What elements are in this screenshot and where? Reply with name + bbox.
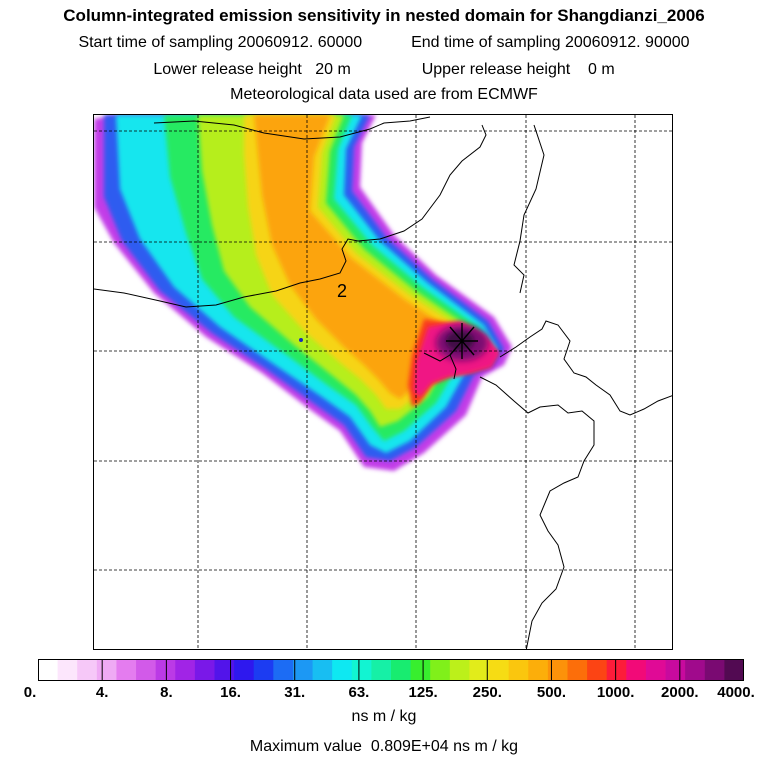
colorbar-cell: [567, 659, 588, 681]
max-value-label: Maximum value: [249, 738, 362, 755]
colorbar-cell: [175, 659, 196, 681]
plume-band-orange: [254, 115, 464, 399]
colorbar-tick-label: 16.: [220, 684, 241, 701]
colorbar-cell: [645, 659, 667, 681]
maximum-value-line: Maximum value 0.809E+04 ns m / kg: [0, 738, 768, 756]
end-time-value: 20060912. 90000: [564, 34, 690, 51]
colorbar-cell: [136, 659, 157, 681]
lower-release-value: 20 m: [315, 61, 351, 78]
start-time-value: 20060912. 60000: [237, 34, 363, 51]
colorbar-tick-labels: 0. 4. 8. 16. 31. 63. 125. 250. 500. 1000. 2000. 400…: [0, 684, 768, 704]
max-value: 0.809E+04: [370, 738, 449, 755]
lower-release-label: Lower release height: [153, 61, 302, 78]
colorbar-cell: [312, 659, 333, 681]
colorbar-cell: [253, 659, 274, 681]
colorbar-units: ns m / kg: [351, 708, 417, 725]
colorbar-cell: [606, 659, 627, 681]
colorbar-cell: [704, 659, 725, 681]
colorbar-cell: [449, 659, 471, 681]
colorbar-cell: [685, 659, 706, 681]
colorbar-cell: [332, 659, 353, 681]
upper-release-value: 0 m: [588, 61, 615, 78]
contour-label: 2: [337, 281, 347, 301]
colorbar-cell: [410, 659, 431, 681]
upper-release-label: Upper release height: [421, 61, 571, 78]
colorbar-cell: [38, 659, 59, 681]
max-value-units: ns m / kg: [453, 738, 519, 755]
plume-speck: [299, 338, 303, 342]
colorbar-cell: [214, 659, 235, 681]
receptor-cross-icon: [446, 323, 478, 359]
colorbar-tick-label: 500.: [536, 684, 567, 701]
colorbar-tick-label: 2000.: [661, 684, 699, 701]
colorbar-cell: [371, 659, 392, 681]
sensitivity-plume: [94, 115, 512, 471]
colorbar-tick-label: 0.: [23, 684, 37, 701]
colorbar-cell: [508, 659, 529, 681]
colorbar-cell: [469, 659, 490, 681]
sensitivity-map: 2: [93, 114, 673, 650]
colorbar-tick-marks: [101, 659, 681, 681]
colorbar-tick-label: 31.: [284, 684, 306, 701]
colorbar-cell: [77, 659, 98, 681]
start-time-label: Start time of sampling: [78, 34, 234, 51]
meteo-source: Meteorological data used are from ECMWF: [230, 86, 538, 103]
colorbar: [38, 659, 744, 681]
colorbar-cell: [547, 659, 569, 681]
colorbar-tick-label: 250.: [472, 684, 502, 701]
colorbar-cells: [38, 659, 744, 681]
colorbar-cell: [351, 659, 372, 681]
colorbar-tick-label: 4000.: [717, 684, 755, 701]
colorbar-cell: [155, 659, 176, 681]
graticule: [94, 115, 672, 649]
colorbar-cell: [528, 659, 549, 681]
sampling-times: Start time of sampling 20060912. 60000 E…: [0, 34, 768, 52]
coastline-north: [94, 124, 487, 308]
colorbar-cell: [626, 659, 647, 681]
colorbar-tick-label: 4.: [95, 684, 109, 701]
colorbar-cell: [234, 659, 255, 681]
colorbar-tick-label: 1000.: [596, 684, 635, 701]
end-time-label: End time of sampling: [411, 34, 561, 51]
coastline-peninsula: [479, 376, 595, 649]
plot-title: Column-integrated emission sensitivity i…: [63, 6, 705, 25]
island-east: [513, 124, 545, 294]
colorbar-cell: [116, 659, 137, 681]
colorbar-cell: [724, 659, 744, 681]
colorbar-tick-label: 63.: [348, 684, 370, 701]
colorbar-cell: [391, 659, 412, 681]
colorbar-cell: [292, 659, 314, 681]
colorbar-cell: [489, 659, 510, 681]
colorbar-cell: [57, 659, 78, 681]
colorbar-cell: [194, 659, 216, 681]
map-canvas: 2: [94, 115, 672, 649]
colorbar-cell: [587, 659, 608, 681]
colorbar-tick-label: 125.: [408, 684, 438, 701]
coastline-bohai: [153, 116, 431, 140]
colorbar-cell: [96, 659, 118, 681]
colorbar-cell: [430, 659, 451, 681]
colorbar-cell: [273, 659, 294, 681]
release-heights: Lower release height 20 m Upper release …: [0, 61, 768, 79]
colorbar-cell: [665, 659, 686, 681]
colorbar-tick-label: 8.: [160, 684, 173, 701]
colorbar-frame: [38, 659, 744, 681]
